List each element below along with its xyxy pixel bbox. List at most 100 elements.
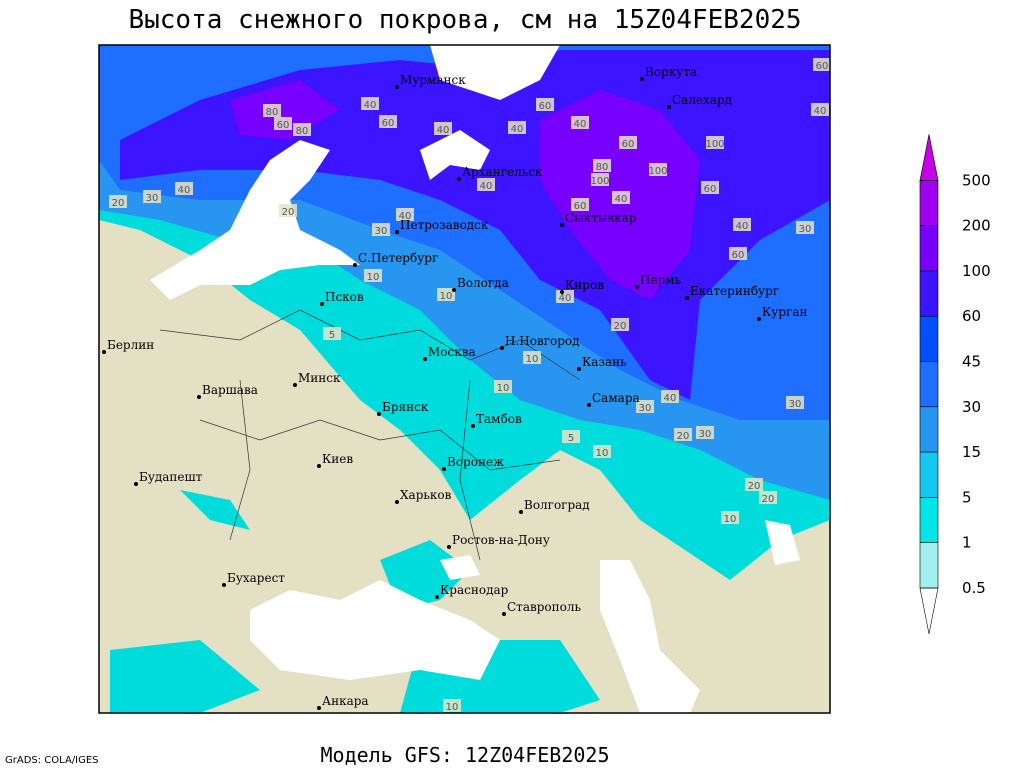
contour-label: 30 (799, 224, 812, 235)
colorbar-band (920, 180, 938, 226)
city-dot (757, 317, 761, 321)
city-dot (293, 383, 297, 387)
contour-label-box (733, 218, 751, 231)
contour-label-box (477, 178, 495, 191)
contour-label: 40 (664, 393, 677, 404)
city-dot (560, 223, 564, 227)
city-label: Будапешт (139, 470, 203, 484)
contour-label: 10 (724, 514, 737, 525)
contour-label-box (372, 223, 390, 236)
snow-area (230, 80, 700, 300)
contour-label: 20 (614, 321, 627, 332)
border (159, 309, 581, 561)
city-dot (222, 583, 226, 587)
contour-label-box (323, 327, 341, 340)
contour-label: 30 (639, 403, 652, 414)
contour-label: 30 (146, 193, 159, 204)
city-dot (685, 296, 689, 300)
colorbar-band (920, 316, 938, 362)
contour-label: 40 (399, 211, 412, 222)
city-dot (197, 395, 201, 399)
city-label: Москва (428, 345, 476, 359)
city-dot (457, 177, 461, 181)
contour-label-box (536, 98, 554, 111)
credit: GrADS: COLA/IGES (5, 755, 99, 766)
contour-label-box (696, 426, 714, 439)
contour-label: 40 (480, 181, 493, 192)
city-label: Мурманск (400, 73, 466, 87)
title: Высота снежного покрова, см на 15Z04FEB2… (128, 5, 801, 35)
city-dot (134, 482, 138, 486)
contour-label-box (293, 123, 311, 136)
contour-label-box (745, 478, 763, 491)
colorbar-band (920, 452, 938, 498)
contour-label: 100 (648, 166, 667, 177)
city-label: Бухарест (227, 571, 285, 585)
contour-label: 60 (382, 118, 395, 129)
caspian-sea (600, 520, 800, 713)
contour-label-box (571, 198, 589, 211)
contour-label: 40 (574, 119, 587, 130)
contour-label-box (612, 191, 630, 204)
colorbar-label: 5 (962, 488, 972, 506)
contour-label: 40 (736, 221, 749, 232)
contour-label-box (443, 699, 461, 712)
contour-label: 40 (511, 124, 524, 135)
contour-label-box (706, 136, 724, 149)
city-dot (471, 424, 475, 428)
contour-label: 30 (375, 226, 388, 237)
city-label: С.Петербург (358, 251, 438, 265)
city-dot (395, 230, 399, 234)
city-dot (317, 464, 321, 468)
colorbar-band (920, 270, 938, 317)
colorbar-label: 100 (962, 262, 991, 280)
city-label: Псков (325, 290, 364, 304)
contour-label: 10 (446, 702, 459, 713)
city-dot (435, 595, 439, 599)
city-dot (452, 288, 456, 292)
map: 40 60 80 60 80 40 40 60 40 60 100 60 100 80 100 60 40 40 6… (98, 44, 831, 714)
city-label: Харьков (400, 488, 452, 502)
contour-label-box (729, 247, 747, 260)
contour-label-box (396, 208, 414, 221)
contour-label: 10 (526, 354, 539, 365)
contour-label-box (796, 221, 814, 234)
contour-label-box (434, 122, 452, 135)
city-label: Екатеринбург (690, 284, 779, 298)
colorbar-band (920, 542, 938, 588)
contour-label: 20 (112, 198, 125, 209)
city-label: Брянск (382, 400, 429, 414)
baltic-sea (150, 140, 360, 300)
colorbar-label: 200 (962, 217, 991, 235)
contour-label-box (143, 190, 161, 203)
contour-label: 20 (677, 431, 690, 442)
colorbar-band (920, 406, 938, 453)
contour-label-box (437, 288, 455, 301)
city-label: Краснодар (440, 583, 509, 597)
contour-label: 80 (596, 162, 609, 173)
city-dot (317, 706, 321, 710)
contour-label-box (811, 103, 829, 116)
contour-label-box (661, 390, 679, 403)
contour-label-box (109, 195, 127, 208)
colorbar-label: 45 (962, 353, 981, 371)
contour-label: 10 (440, 291, 453, 302)
contour-label-box (786, 396, 804, 409)
contour-label: 100 (705, 139, 724, 150)
contour-label-box (361, 97, 379, 110)
city-dot (353, 263, 357, 267)
contour-label-box (591, 173, 609, 186)
city-label: Самара (592, 391, 640, 405)
contour-label-box (364, 269, 382, 282)
city-label: Волгоград (524, 498, 590, 512)
city-label: Архангельск (462, 165, 543, 179)
contour-label: 60 (704, 184, 717, 195)
city-dot (377, 412, 381, 416)
contour-label-box (274, 117, 292, 130)
city-dot (395, 85, 399, 89)
city-label: Сыктывкар (565, 211, 637, 225)
contour-label: 30 (789, 399, 802, 410)
contour-label-box (759, 491, 777, 504)
city-dot (102, 350, 106, 354)
city-dot (395, 500, 399, 504)
